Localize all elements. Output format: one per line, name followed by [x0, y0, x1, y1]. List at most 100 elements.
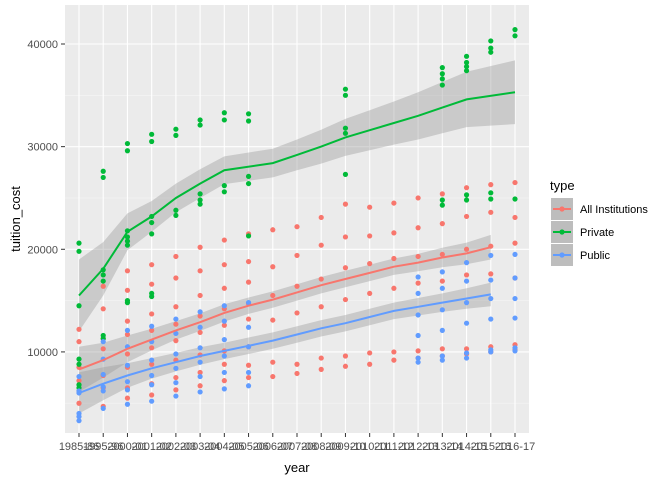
data-point: [149, 138, 155, 145]
data-point: [439, 191, 445, 197]
data-point: [197, 309, 203, 315]
data-point: [488, 196, 494, 202]
data-point: [100, 384, 106, 390]
data-point: [173, 316, 179, 322]
data-point: [439, 357, 445, 363]
data-point: [76, 373, 82, 380]
data-point: [318, 276, 324, 282]
data-point: [245, 374, 252, 381]
data-point: [124, 387, 131, 393]
data-point: [124, 140, 131, 147]
data-point: [76, 418, 82, 424]
data-point: [76, 356, 82, 362]
data-point: [245, 279, 252, 285]
data-point: [463, 192, 470, 198]
data-point: [221, 189, 227, 195]
data-point: [488, 349, 494, 355]
data-point: [270, 373, 276, 380]
x-tick-label: 2016-17: [495, 441, 535, 453]
data-point: [149, 398, 155, 404]
trend-line: [78, 293, 491, 394]
data-point: [245, 324, 252, 330]
data-point: [149, 131, 155, 137]
data-point: [197, 244, 203, 250]
data-point: [100, 388, 106, 394]
legend: type All Institutions Private Public: [550, 178, 648, 266]
data-point: [124, 287, 131, 293]
y-tick-label: 20000: [27, 244, 58, 256]
data-point: [124, 148, 131, 154]
x-tick-label: 2002-03: [156, 441, 196, 453]
data-point: [245, 300, 252, 306]
data-point: [367, 350, 373, 356]
data-point: [76, 339, 82, 345]
data-point: [221, 353, 227, 359]
data-point: [197, 345, 203, 351]
data-points: [76, 27, 518, 424]
data-point: [463, 300, 470, 306]
data-point: [221, 378, 227, 384]
legend-label: All Institutions: [580, 204, 648, 216]
y-tick-label: 30000: [27, 142, 58, 154]
data-point: [149, 345, 155, 351]
data-point: [318, 355, 324, 361]
data-point: [149, 392, 155, 398]
data-point: [197, 359, 203, 365]
data-point: [439, 76, 445, 82]
data-point: [100, 168, 106, 174]
data-point: [245, 180, 252, 187]
data-point: [463, 197, 470, 203]
x-tick-label: 2011-12: [374, 441, 414, 453]
data-point: [439, 197, 445, 203]
data-point: [173, 338, 179, 344]
data-point: [415, 332, 421, 339]
data-point: [270, 317, 276, 323]
data-point: [342, 125, 349, 131]
data-point: [415, 290, 421, 297]
data-point: [391, 357, 397, 363]
data-point: [488, 45, 494, 51]
data-point: [439, 221, 445, 227]
data-point: [149, 327, 155, 333]
data-point: [149, 281, 155, 287]
legend-key-point: [559, 206, 565, 212]
data-point: [512, 295, 518, 302]
data-point: [367, 233, 373, 239]
data-point: [342, 234, 349, 240]
data-point: [463, 63, 470, 70]
data-point: [439, 327, 445, 333]
data-point: [367, 261, 373, 267]
data-point: [149, 293, 155, 300]
data-point: [173, 212, 179, 219]
data-point: [294, 224, 300, 230]
x-tick-label: 2013-14: [422, 441, 462, 453]
data-point: [76, 326, 82, 332]
data-point: [488, 316, 494, 322]
data-point: [221, 318, 227, 324]
data-point: [294, 361, 300, 367]
data-point: [197, 369, 203, 376]
x-tick-label: 2000-01: [107, 441, 147, 453]
data-point: [124, 351, 131, 357]
x-tick-label: 2003-04: [180, 441, 220, 453]
data-point: [245, 111, 252, 117]
data-point: [439, 82, 445, 88]
data-point: [391, 349, 397, 355]
data-point: [124, 268, 131, 274]
data-point: [100, 278, 106, 284]
data-point: [463, 53, 470, 59]
data-point: [124, 362, 131, 368]
data-point: [463, 320, 470, 326]
data-point: [342, 92, 349, 98]
data-point: [512, 315, 518, 321]
data-point: [463, 68, 470, 74]
data-point: [221, 262, 227, 268]
data-point: [173, 132, 179, 138]
data-point: [197, 268, 203, 274]
data-point: [512, 179, 518, 186]
data-point: [439, 278, 445, 284]
data-point: [294, 370, 300, 377]
data-point: [391, 230, 397, 236]
x-tick-label: 2010-11: [350, 441, 390, 453]
